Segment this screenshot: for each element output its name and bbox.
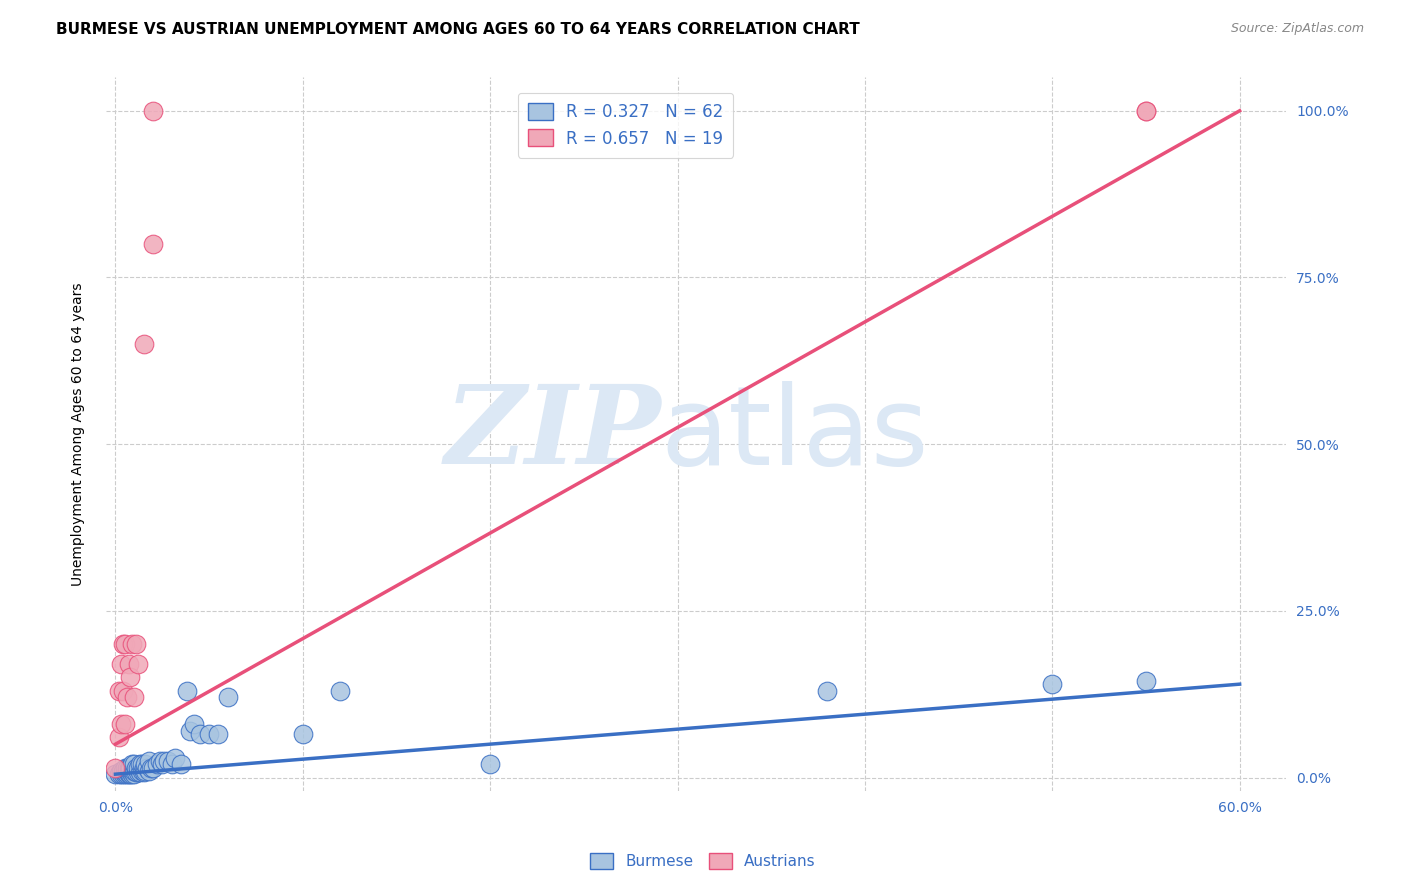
Point [134, 757, 156, 772]
Legend: Burmese, Austrians: Burmese, Austrians [585, 847, 821, 875]
Point [131, 764, 153, 778]
Point [120, 767, 142, 781]
Point [122, 767, 145, 781]
Point [149, 754, 172, 768]
Point [121, 637, 143, 651]
Point [104, 767, 127, 781]
Point [114, 760, 136, 774]
Point [108, 683, 131, 698]
Point [114, 765, 136, 780]
Point [111, 767, 134, 781]
Point [115, 764, 138, 778]
Point [117, 767, 139, 781]
Text: Source: ZipAtlas.com: Source: ZipAtlas.com [1230, 22, 1364, 36]
Point [115, 690, 138, 705]
Point [114, 767, 136, 781]
Point [117, 765, 139, 780]
Point [114, 717, 136, 731]
Text: ZIP: ZIP [444, 380, 661, 488]
Point [329, 683, 352, 698]
Text: atlas: atlas [661, 381, 929, 488]
Point [1040, 677, 1063, 691]
Point [120, 760, 142, 774]
Point [479, 757, 502, 772]
Point [132, 337, 155, 351]
Point [291, 727, 314, 741]
Point [142, 760, 165, 774]
Point [115, 760, 138, 774]
Point [110, 717, 132, 731]
Point [139, 760, 162, 774]
Point [108, 731, 131, 745]
Point [121, 767, 143, 781]
Point [217, 690, 239, 705]
Point [122, 757, 145, 772]
Point [183, 717, 205, 731]
Point [1135, 103, 1157, 118]
Point [108, 767, 131, 781]
Point [115, 767, 138, 781]
Point [117, 760, 139, 774]
Point [153, 754, 176, 768]
Point [815, 683, 838, 698]
Point [150, 757, 173, 772]
Point [122, 764, 145, 778]
Point [131, 757, 153, 772]
Point [111, 764, 134, 778]
Text: BURMESE VS AUSTRIAN UNEMPLOYMENT AMONG AGES 60 TO 64 YEARS CORRELATION CHART: BURMESE VS AUSTRIAN UNEMPLOYMENT AMONG A… [56, 22, 860, 37]
Point [156, 754, 179, 768]
Point [170, 757, 193, 772]
Point [132, 765, 155, 780]
Point [121, 757, 143, 772]
Point [136, 760, 159, 774]
Point [127, 760, 149, 774]
Point [207, 727, 229, 741]
Point [160, 757, 183, 772]
Point [120, 764, 142, 778]
Legend: R = 0.327   N = 62, R = 0.657   N = 19: R = 0.327 N = 62, R = 0.657 N = 19 [517, 93, 734, 158]
Point [165, 750, 187, 764]
Point [127, 657, 149, 672]
Point [125, 637, 148, 651]
Point [1135, 103, 1157, 118]
Point [145, 757, 167, 772]
Point [138, 754, 160, 768]
Point [198, 727, 221, 741]
Point [1135, 673, 1157, 688]
Point [121, 764, 143, 778]
Point [120, 671, 142, 685]
Point [132, 760, 155, 774]
Point [110, 657, 132, 672]
Point [111, 637, 134, 651]
Point [188, 727, 211, 741]
Point [111, 683, 134, 698]
Point [176, 683, 198, 698]
Point [142, 103, 165, 118]
Point [128, 765, 150, 780]
Point [110, 764, 132, 778]
Point [134, 764, 156, 778]
Point [114, 637, 136, 651]
Point [110, 767, 132, 781]
Point [138, 764, 160, 778]
Point [179, 723, 201, 738]
Point [125, 765, 148, 780]
Point [104, 760, 127, 774]
Point [117, 657, 139, 672]
Point [122, 690, 145, 705]
Point [125, 760, 148, 774]
Y-axis label: Unemployment Among Ages 60 to 64 years: Unemployment Among Ages 60 to 64 years [72, 283, 86, 586]
Point [128, 757, 150, 772]
Point [127, 765, 149, 780]
Point [142, 237, 165, 252]
